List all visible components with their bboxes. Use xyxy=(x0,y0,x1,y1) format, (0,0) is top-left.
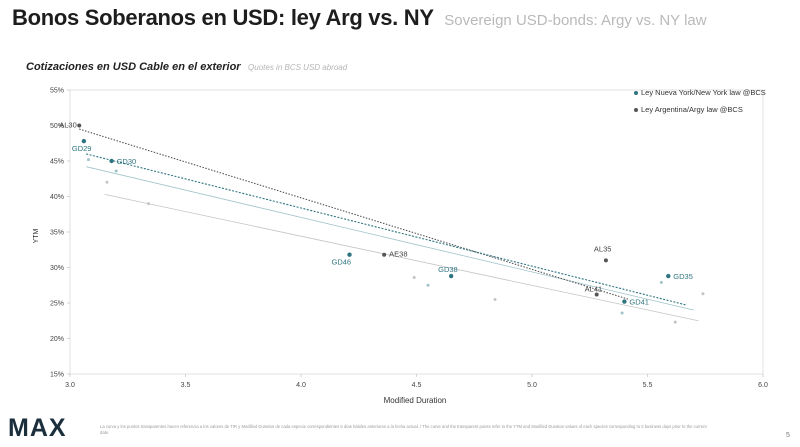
trend-line-ny xyxy=(86,153,687,306)
data-point-al41 xyxy=(594,292,599,297)
data-point-al30 xyxy=(77,123,82,128)
x-tick-label: 3.5 xyxy=(181,382,191,389)
x-axis-ticks: 3.0 3.5 4.0 4.5 5.0 5.5 6.0 xyxy=(65,374,768,389)
point-label-gd41: GD41 xyxy=(629,298,649,307)
data-point-ae38 xyxy=(382,252,387,257)
y-tick-label: 50% xyxy=(50,123,64,130)
chart-title: Cotizaciones en USD Cable en el exterior xyxy=(26,61,241,73)
footnote: La curva y los puntos transparentes hace… xyxy=(100,424,707,435)
data-point-gd29 xyxy=(81,138,87,144)
data-point-ny-prev xyxy=(426,283,430,287)
y-axis-label: YTM xyxy=(33,228,40,243)
max-logo: MAX xyxy=(8,414,67,442)
chart-legend: Ley Nueva York/New York law @BCS Ley Arg… xyxy=(634,84,766,118)
plot-frame xyxy=(69,89,764,375)
y-axis-ticks: 15% 20% 25% 30% 35% 40% 45% 50% 55% xyxy=(50,88,70,379)
x-tick-label: 6.0 xyxy=(758,382,768,389)
data-point-ny-prev xyxy=(86,158,90,162)
y-tick-label: 55% xyxy=(50,88,64,95)
y-tick-label: 15% xyxy=(50,372,64,379)
data-point-ny-prev xyxy=(620,311,624,315)
data-point-arg-prev xyxy=(147,202,151,206)
y-tick-label: 45% xyxy=(50,159,64,166)
trend-line-ny-prev xyxy=(86,166,694,311)
data-point-gd38 xyxy=(448,273,454,279)
title-english: Sovereign USD-bonds: Argy vs. NY law xyxy=(444,12,707,29)
point-label-gd38: GD38 xyxy=(438,265,458,274)
data-points xyxy=(77,123,705,324)
x-tick-label: 4.5 xyxy=(412,382,422,389)
legend-marker-arg xyxy=(634,107,638,112)
data-point-gd35 xyxy=(666,273,671,279)
point-label-ae38: AE38 xyxy=(389,250,407,259)
trend-lines xyxy=(79,128,699,322)
data-point-arg-prev xyxy=(673,320,677,324)
data-point-ny-prev xyxy=(659,280,663,284)
legend-marker-ny xyxy=(634,90,638,95)
data-point-ny-prev xyxy=(114,169,118,173)
data-point-arg-prev xyxy=(701,292,705,296)
data-point-arg-prev xyxy=(412,275,416,279)
title-spanish: Bonos Soberanos en USD: ley Arg vs. NY xyxy=(12,5,434,30)
slide-title: Bonos Soberanos en USD: ley Arg vs. NY S… xyxy=(12,5,707,31)
y-tick-label: 40% xyxy=(50,194,64,201)
point-label-al41: AL41 xyxy=(585,284,603,293)
y-tick-label: 25% xyxy=(50,301,64,308)
data-point-gd41 xyxy=(622,299,627,304)
y-tick-label: 20% xyxy=(50,336,64,343)
y-tick-label: 30% xyxy=(50,265,64,272)
point-label-al35: AL35 xyxy=(594,244,612,253)
point-label-al30: AL30 xyxy=(59,121,77,130)
y-tick-label: 35% xyxy=(50,230,64,237)
x-tick-label: 5.5 xyxy=(643,382,653,389)
point-label-gd46: GD46 xyxy=(332,258,352,267)
data-point-gd30 xyxy=(109,158,114,164)
legend-label-arg: Ley Argentina/Argy law @BCS xyxy=(641,105,743,114)
point-label-gd29: GD29 xyxy=(72,144,92,153)
x-tick-label: 5.0 xyxy=(527,382,537,389)
point-label-gd35: GD35 xyxy=(673,272,693,281)
legend-item-arg: Ley Argentina/Argy law @BCS xyxy=(634,101,766,118)
data-point-gd46 xyxy=(347,252,352,257)
plot-area xyxy=(69,89,764,375)
data-point-al35 xyxy=(603,258,608,263)
legend-label-ny: Ley Nueva York/New York law @BCS xyxy=(641,88,766,97)
legend-item-ny: Ley Nueva York/New York law @BCS xyxy=(634,84,766,101)
x-tick-label: 3.0 xyxy=(65,382,75,389)
data-point-arg-prev xyxy=(493,297,497,301)
data-point-labels: GD29 GD30 GD46 GD38 GD41 GD35 AL30 AE38 AL41 AL35 xyxy=(59,121,693,307)
chart-heading: Cotizaciones en USD Cable en el exterior… xyxy=(26,57,347,75)
x-axis-label: Modified Duration xyxy=(384,396,447,405)
point-label-gd30: GD30 xyxy=(117,157,137,166)
data-point-arg-prev xyxy=(105,180,109,184)
page-number: 5 xyxy=(786,432,790,439)
chart-subtitle: Quotes in BCS USD abroad xyxy=(248,63,348,72)
trend-line-arg xyxy=(79,128,630,300)
trend-line-arg-prev xyxy=(104,193,699,322)
x-tick-label: 4.0 xyxy=(296,382,306,389)
